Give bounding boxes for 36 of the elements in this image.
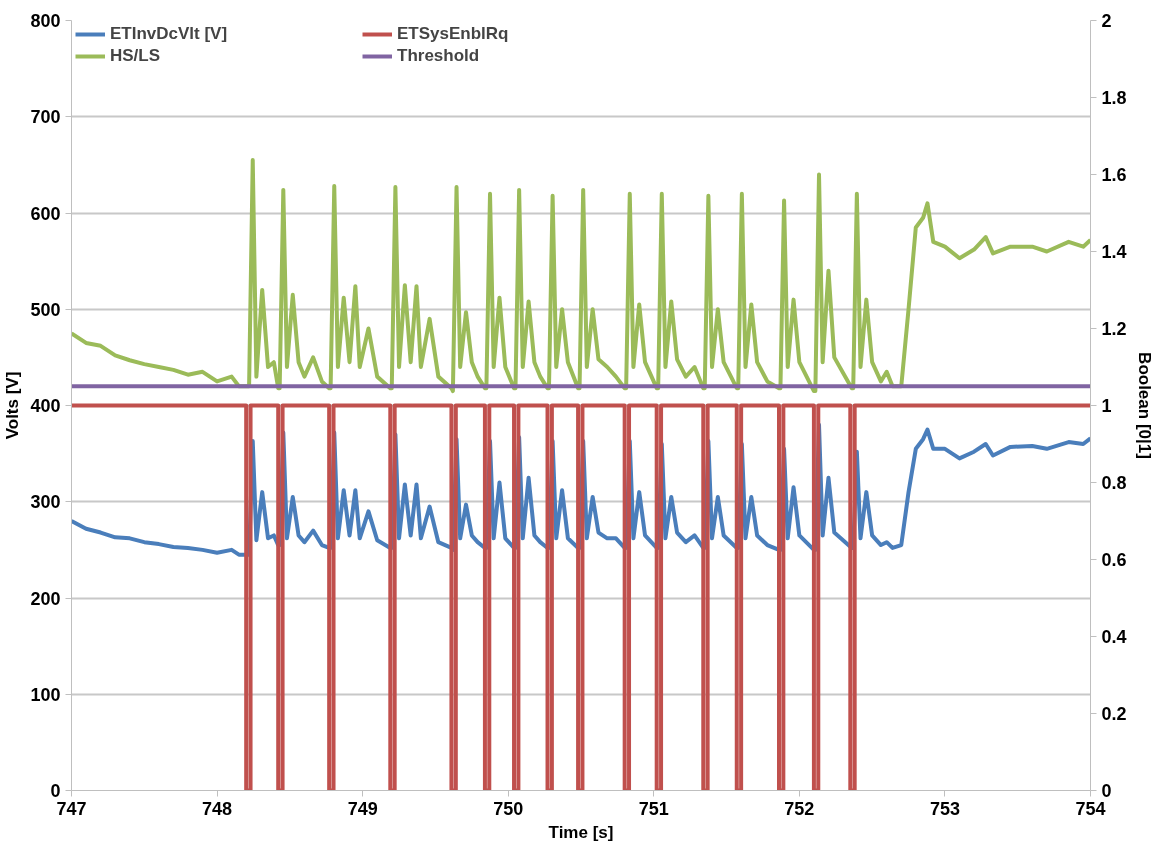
line-series [71,158,1091,394]
y2-tick-label: 1.4 [1101,242,1127,262]
y-axis-title: Volts [V] [3,371,23,440]
y-tick-label: 200 [30,588,61,609]
x-tick-label: 749 [347,798,378,819]
y2-tick-label: 0.4 [1101,627,1127,647]
y2-tick-label: 0 [1101,781,1112,801]
y2-tick-label: 1 [1101,396,1112,416]
y-tick-label: 300 [30,492,61,513]
legend-label: ETInvDcVlt [V] [110,24,229,44]
y-tick-label: 500 [30,299,61,320]
y2-tick-label: 2 [1101,11,1112,31]
y2-tick-label: 1.6 [1101,165,1127,185]
x-axis-title: Time [s] [548,822,614,842]
y2-tick-label: 0.2 [1101,704,1127,724]
x-tick-label: 750 [493,798,524,819]
x-tick-label: 752 [784,798,815,819]
y2-axis-title: Boolean [0|1] [1134,352,1154,459]
y2-tick-label: 0.6 [1101,550,1127,570]
y2-tick-label: 0.8 [1101,473,1127,493]
x-tick-label: 751 [638,798,669,819]
legend-label: ETSysEnblRq [397,24,510,44]
y-tick-label: 600 [30,203,61,224]
y-tick-label: 100 [30,684,61,705]
x-tick-label: 747 [56,798,87,819]
x-tick-label: 754 [1075,798,1106,819]
legend-label: HS/LS [110,46,162,66]
y2-tick-label: 1.8 [1101,88,1127,108]
y-tick-label: 700 [30,107,61,128]
y-tick-label: 0 [50,781,61,801]
y2-tick-label: 1.2 [1101,319,1127,339]
y-tick-label: 800 [30,11,61,31]
x-tick-label: 748 [202,798,233,819]
legend-label: Threshold [397,46,481,66]
y-tick-label: 400 [30,396,61,416]
x-tick-label: 753 [929,798,960,819]
